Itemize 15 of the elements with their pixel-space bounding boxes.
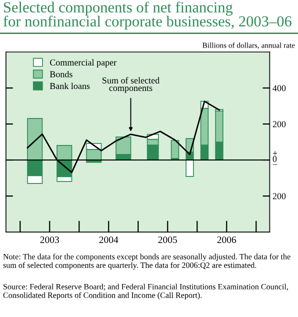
- annotation: Sum of selected components: [102, 77, 160, 93]
- legend-label: Bank loans: [50, 82, 90, 90]
- y-tick-label: 400: [272, 85, 286, 92]
- x-tick-label: 2005: [158, 236, 177, 244]
- y-tick-label: + 0 −: [272, 151, 278, 165]
- y-tick-label: 200: [272, 193, 286, 200]
- legend-label: Bonds: [50, 70, 72, 78]
- x-tick-label: 2003: [40, 236, 59, 244]
- y-tick-label: 200: [272, 121, 286, 128]
- source-note: Source: Federal Reserve Board; and Federal Financial Institutions Examination Council, Consolidated Reports of Condition and Income (Call Report).: [3, 284, 288, 300]
- chart-title: Selected components of net financing for nonfinancial corporate businesses, 2003–06: [3, 2, 292, 30]
- x-tick-label: 2006: [217, 236, 236, 244]
- legend-label: Commercial paper: [50, 59, 116, 68]
- text: Note: The data for the components except bonds are seasonally adjusted. The data for the sum of selected components are quarterly. The data for 2006:Q2 are estimated.: [3, 254, 290, 270]
- x-tick-label: 2004: [99, 236, 118, 244]
